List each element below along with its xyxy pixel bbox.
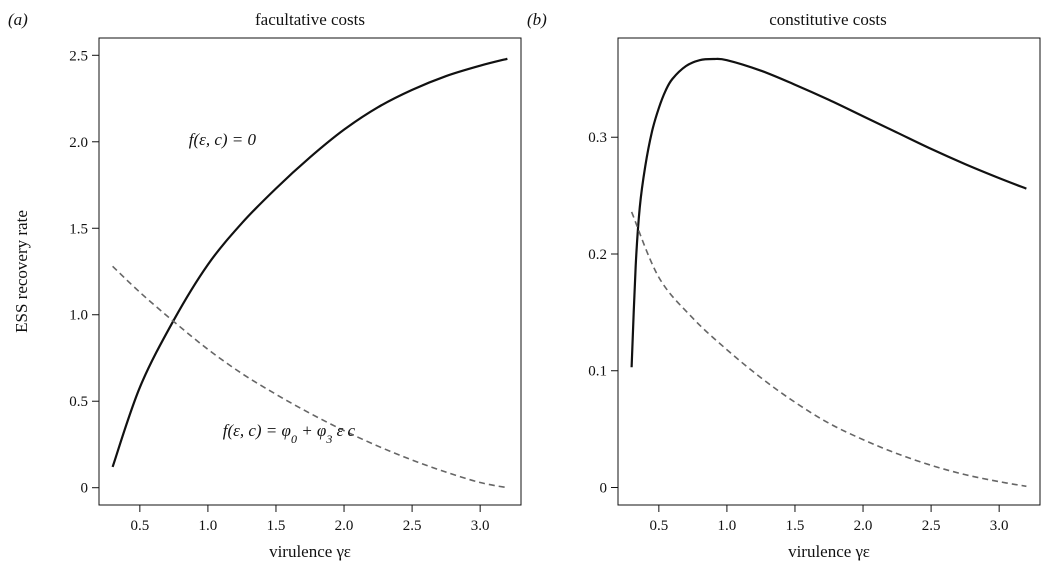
y-tick-label: 2.5 — [69, 48, 88, 64]
y-tick-label: 0.3 — [588, 130, 607, 146]
x-tick-label: 0.5 — [130, 518, 149, 534]
x-tick-label: 2.5 — [403, 518, 422, 534]
x-tick-label: 1.0 — [718, 518, 737, 534]
x-tick-label: 1.5 — [267, 518, 286, 534]
x-tick-label: 3.0 — [990, 518, 1009, 534]
y-axis-label: ESS recovery rate — [12, 210, 31, 333]
solid-series-line — [111, 57, 508, 468]
plot-frame — [98, 37, 522, 506]
y-tick-label: 0.1 — [588, 364, 607, 380]
y-tick-label: 2.0 — [69, 135, 88, 151]
panel-title: facultative costs — [255, 10, 365, 29]
panel-letter: (a) — [8, 10, 28, 29]
y-tick-label: 1.0 — [69, 308, 88, 324]
panel-letter: (b) — [527, 10, 547, 29]
x-tick-label: 2.0 — [854, 518, 873, 534]
curve-annotation: f(ε, c) = φ0 + φ3 ε c — [223, 421, 356, 446]
x-tick-label: 2.5 — [922, 518, 941, 534]
x-tick-label: 1.5 — [786, 518, 805, 534]
x-axis-label: virulence γε — [269, 542, 351, 561]
dashed-series-line — [112, 265, 508, 489]
panel-title: constitutive costs — [769, 10, 887, 29]
y-tick-label: 0 — [600, 480, 608, 496]
x-axis-label: virulence γε — [788, 542, 870, 561]
x-tick-label: 3.0 — [471, 518, 490, 534]
plot-frame — [617, 37, 1041, 506]
solid-series-line — [630, 57, 1027, 368]
y-tick-label: 1.5 — [69, 221, 88, 237]
y-tick-label: 0.2 — [588, 247, 607, 263]
x-tick-label: 1.0 — [199, 518, 218, 534]
y-tick-label: 0.5 — [69, 394, 88, 410]
y-tick-label: 0 — [81, 481, 89, 497]
x-tick-label: 0.5 — [649, 518, 668, 534]
x-tick-label: 2.0 — [335, 518, 354, 534]
curve-annotation: f(ε, c) = 0 — [189, 130, 257, 149]
dashed-series-line — [630, 211, 1027, 488]
panel-b: (b) constitutive costs 0.5 1.0 1.5 2.0 2.5 3.0 0… — [527, 10, 1041, 561]
panel-a: (a) facultative costs 0.5 1.0 1.5 2.0 2.5 3.0 0 0… — [8, 10, 522, 561]
